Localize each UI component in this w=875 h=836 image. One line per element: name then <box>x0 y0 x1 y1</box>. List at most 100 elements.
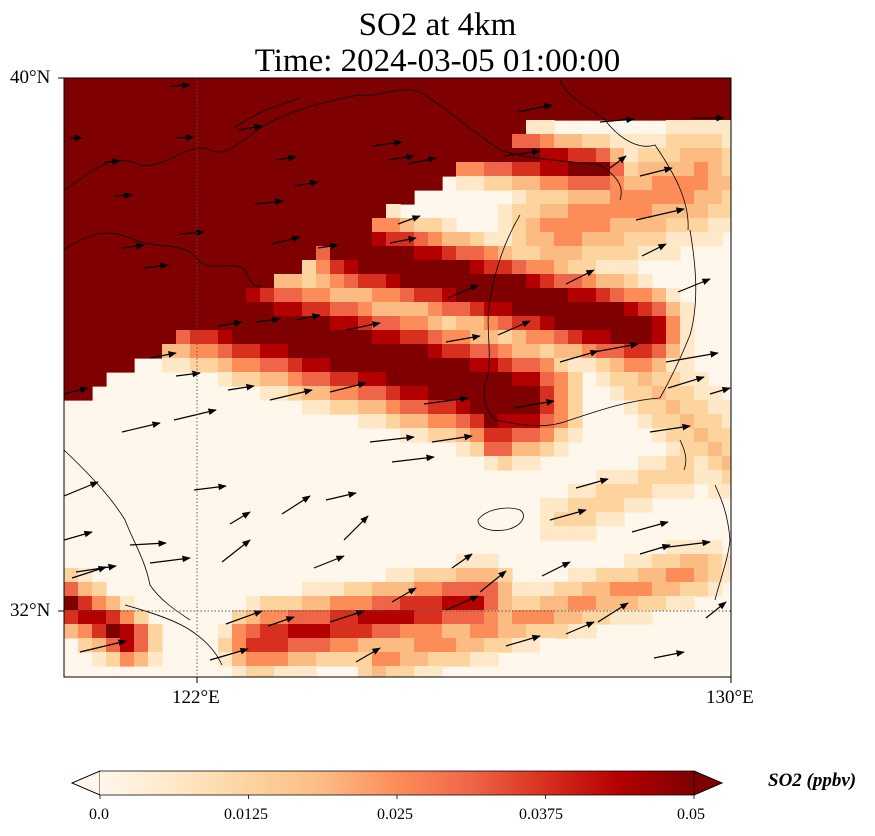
so2-cell <box>120 652 135 667</box>
so2-cell <box>316 190 331 205</box>
so2-cell <box>610 568 625 583</box>
so2-cell <box>386 386 401 401</box>
so2-cell <box>568 218 583 233</box>
lon-tick-label-122e: 122°E <box>172 687 220 708</box>
so2-cell <box>694 176 709 191</box>
so2-cell <box>246 316 261 331</box>
so2-cell <box>512 190 527 205</box>
so2-cell <box>218 246 233 261</box>
so2-cell <box>260 162 275 177</box>
so2-cell <box>428 568 443 583</box>
so2-cell <box>512 204 527 219</box>
so2-cell <box>218 78 233 93</box>
so2-cell <box>288 106 303 121</box>
so2-cell <box>526 190 541 205</box>
so2-cell <box>358 386 373 401</box>
so2-cell <box>526 456 541 471</box>
so2-cell <box>274 274 289 289</box>
so2-cell <box>638 358 653 373</box>
so2-cell <box>246 666 261 677</box>
so2-cell <box>694 148 709 163</box>
so2-cell <box>610 92 625 107</box>
wind-arrow <box>293 179 319 187</box>
so2-cell <box>428 120 443 135</box>
so2-cell <box>708 428 723 443</box>
wind-arrow <box>667 375 705 389</box>
so2-cell <box>652 162 667 177</box>
so2-cell <box>330 162 345 177</box>
so2-cell <box>540 134 555 149</box>
so2-cell <box>624 596 639 611</box>
so2-cell <box>554 386 569 401</box>
so2-cell <box>246 652 261 667</box>
so2-cell <box>582 358 597 373</box>
so2-cell <box>260 344 275 359</box>
so2-cell <box>540 512 555 527</box>
so2-cell <box>582 512 597 527</box>
so2-cell <box>106 190 121 205</box>
so2-cell <box>358 652 373 667</box>
so2-cell <box>358 190 373 205</box>
so2-cell <box>176 148 191 163</box>
wind-arrow <box>479 570 507 593</box>
so2-cell <box>666 316 681 331</box>
korea-south-coast <box>494 397 661 427</box>
so2-cell <box>610 596 625 611</box>
so2-cell <box>162 344 177 359</box>
so2-cell <box>162 92 177 107</box>
so2-cell <box>288 610 303 625</box>
so2-cell <box>302 260 317 275</box>
so2-cell <box>246 106 261 121</box>
so2-cell <box>596 218 611 233</box>
so2-cell <box>344 302 359 317</box>
so2-cell <box>162 260 177 275</box>
so2-cell <box>260 330 275 345</box>
colorbar-bar <box>100 771 694 795</box>
wind-arrow <box>387 153 415 161</box>
so2-cell <box>624 162 639 177</box>
so2-cell <box>204 120 219 135</box>
so2-cell <box>162 162 177 177</box>
so2-cell <box>386 232 401 247</box>
so2-cell <box>64 246 79 261</box>
so2-cell <box>386 358 401 373</box>
so2-cell <box>540 428 555 443</box>
so2-cell <box>316 232 331 247</box>
so2-cell <box>274 666 289 677</box>
so2-cell <box>316 400 331 415</box>
so2-cell <box>582 246 597 261</box>
so2-cell <box>106 638 121 653</box>
so2-cell <box>512 232 527 247</box>
so2-cell <box>568 568 583 583</box>
so2-cell <box>316 372 331 387</box>
so2-cell <box>358 358 373 373</box>
so2-cell <box>624 260 639 275</box>
so2-cell <box>134 330 149 345</box>
so2-cell <box>526 302 541 317</box>
so2-cell <box>638 610 653 625</box>
so2-cell <box>330 232 345 247</box>
so2-cell <box>708 148 723 163</box>
wind-arrow <box>431 433 473 443</box>
so2-cell <box>274 106 289 121</box>
so2-cell <box>358 414 373 429</box>
so2-cell <box>162 330 177 345</box>
so2-cell <box>148 106 163 121</box>
so2-cell <box>722 134 731 149</box>
so2-cell <box>624 610 639 625</box>
so2-cell <box>498 414 513 429</box>
wind-arrow <box>445 595 479 611</box>
so2-cell <box>232 218 247 233</box>
so2-cell <box>78 316 93 331</box>
so2-cell <box>582 330 597 345</box>
so2-cell <box>302 386 317 401</box>
so2-cell <box>722 414 731 429</box>
so2-cell <box>694 456 709 471</box>
so2-cell <box>386 624 401 639</box>
so2-cell <box>582 106 597 121</box>
so2-cell <box>680 456 695 471</box>
wind-arrow <box>175 134 195 141</box>
so2-cell <box>344 386 359 401</box>
so2-cell <box>596 134 611 149</box>
so2-cell <box>540 582 555 597</box>
